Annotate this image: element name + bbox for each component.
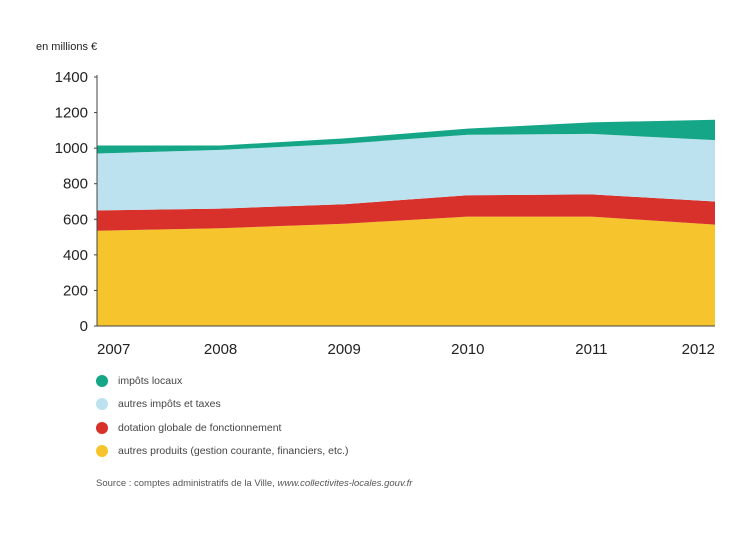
y-tick-label: 200 bbox=[63, 282, 88, 299]
y-tick-label: 1200 bbox=[55, 105, 88, 122]
source-site: www.collectivites-locales.gouv.fr bbox=[277, 478, 413, 489]
legend-item-autres-produits: autres produits (gestion courante, finan… bbox=[96, 440, 349, 464]
area-series-3 bbox=[97, 119, 715, 154]
source-prefix: Source : comptes administratifs de la Vi… bbox=[96, 478, 278, 489]
area-series-1 bbox=[97, 194, 715, 231]
area-series-0 bbox=[97, 216, 715, 326]
y-tick-label: 400 bbox=[63, 247, 88, 264]
unit-label: en millions € bbox=[36, 41, 98, 53]
x-tick-label: 2010 bbox=[451, 341, 484, 358]
legend-label: dotation globale de fonctionnement bbox=[118, 421, 282, 434]
legend-label: autres impôts et taxes bbox=[118, 398, 221, 411]
legend-swatch-autres-produits bbox=[96, 445, 108, 458]
x-tick-label: 2011 bbox=[575, 341, 607, 358]
legend-label: autres produits (gestion courante, finan… bbox=[118, 445, 349, 458]
y-tick-label: 800 bbox=[63, 176, 88, 193]
legend-label: impôts locaux bbox=[118, 374, 183, 387]
axes bbox=[94, 75, 715, 327]
legend: impôts locaux autres impôts et taxes dot… bbox=[96, 369, 349, 463]
legend-item-impots-locaux: impôts locaux bbox=[96, 369, 349, 393]
x-tick-label: 2008 bbox=[204, 341, 237, 358]
y-tick-label: 1400 bbox=[55, 69, 88, 86]
x-tick-label: 2009 bbox=[328, 341, 361, 358]
x-tick-label: 2007 bbox=[97, 341, 130, 358]
area-layers bbox=[97, 119, 715, 326]
y-tick-label: 1000 bbox=[55, 140, 88, 157]
area-series-2 bbox=[97, 133, 715, 211]
legend-item-dotation: dotation globale de fonctionnement bbox=[96, 416, 349, 440]
x-tick-label: 2012 bbox=[682, 341, 715, 358]
source-note: Source : comptes administratifs de la Vi… bbox=[96, 478, 412, 489]
legend-swatch-autres-impots bbox=[96, 398, 108, 411]
stacked-area-chart: 0 200 400 600 800 1000 1200 1400 2007 2008 2009 201… bbox=[55, 69, 715, 358]
y-tick-label: 0 bbox=[80, 318, 88, 335]
legend-item-autres-impots: autres impôts et taxes bbox=[96, 393, 349, 417]
tick-labels: 0 200 400 600 800 1000 1200 1400 2007 2008 2009 201… bbox=[55, 69, 715, 358]
y-tick-label: 600 bbox=[63, 211, 88, 228]
legend-swatch-dotation bbox=[96, 421, 108, 434]
legend-swatch-impots-locaux bbox=[96, 374, 108, 387]
